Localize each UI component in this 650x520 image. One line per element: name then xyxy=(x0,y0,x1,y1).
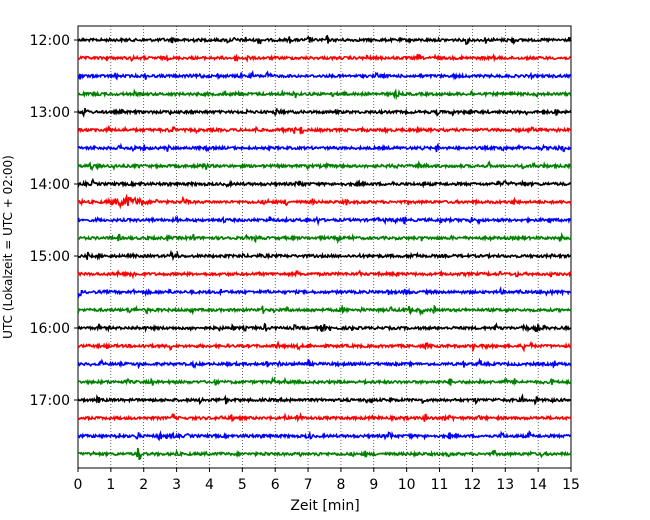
x-tick-label-6: 6 xyxy=(271,477,280,493)
x-tick-label-15: 15 xyxy=(562,477,580,493)
x-tick-label-14: 14 xyxy=(529,477,547,493)
x-tick-label-13: 13 xyxy=(496,477,514,493)
y-tick-label-1700: 17:00 xyxy=(30,393,70,409)
y-tick-label-1300: 13:00 xyxy=(30,105,70,121)
y-tick-label-1200: 12:00 xyxy=(30,33,70,49)
trace-1230 xyxy=(77,69,572,81)
trace-1745 xyxy=(77,447,572,460)
trace-1400 xyxy=(77,177,572,189)
trace-1630 xyxy=(77,357,572,370)
y-tick-label-1600: 16:00 xyxy=(30,321,70,337)
x-axis-label: Zeit [min] xyxy=(290,498,359,514)
y-axis-label: UTC (Lokalzeit = UTC + 02:00) xyxy=(1,155,15,339)
x-tick-label-7: 7 xyxy=(304,477,313,493)
y-tick-label-1500: 15:00 xyxy=(30,249,70,265)
trace-1200 xyxy=(77,34,572,46)
trace-1530 xyxy=(77,285,572,299)
x-tick-label-4: 4 xyxy=(205,477,214,493)
trace-1545 xyxy=(77,304,572,317)
x-tick-label-2: 2 xyxy=(139,477,148,493)
trace-1345 xyxy=(77,160,572,172)
trace-1715 xyxy=(77,411,572,423)
x-tick-label-10: 10 xyxy=(398,477,416,493)
trace-1430 xyxy=(77,215,572,227)
trace-1645 xyxy=(77,376,572,387)
trace-1615 xyxy=(77,340,572,353)
y-axis-ticks: 12:00 13:00 14:00 15:00 16:00 17:00 xyxy=(30,33,78,409)
x-tick-label-1: 1 xyxy=(106,477,115,493)
plot-frame xyxy=(77,25,572,469)
x-tick-label-0: 0 xyxy=(74,477,83,493)
x-tick-label-12: 12 xyxy=(463,477,481,493)
trace-1500 xyxy=(77,249,572,262)
x-tick-label-5: 5 xyxy=(238,477,247,493)
y-tick-label-1400: 14:00 xyxy=(30,177,70,193)
trace-1330 xyxy=(77,142,572,153)
trace-1600 xyxy=(77,322,572,333)
trace-1445 xyxy=(77,231,572,245)
trace-1730 xyxy=(77,430,572,442)
x-tick-label-9: 9 xyxy=(369,477,378,493)
x-tick-label-11: 11 xyxy=(431,477,449,493)
trace-1215 xyxy=(77,52,572,63)
trace-1515 xyxy=(77,269,572,280)
trace-1245 xyxy=(77,88,572,101)
x-tick-label-3: 3 xyxy=(172,477,181,493)
x-tick-label-8: 8 xyxy=(336,477,345,493)
trace-1315 xyxy=(77,124,572,135)
trace-1415 xyxy=(77,193,572,210)
trace-1300 xyxy=(77,107,572,118)
traces-group xyxy=(77,34,572,460)
trace-1700 xyxy=(77,393,572,406)
x-axis-ticks: 0 1 2 3 4 5 6 7 8 9 10 11 12 13 14 15 xyxy=(74,468,580,493)
